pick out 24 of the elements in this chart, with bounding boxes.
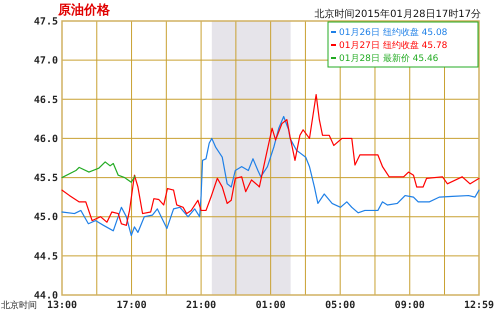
y-tick-label: 47.0 bbox=[34, 56, 58, 67]
y-tick-label: 44.5 bbox=[34, 251, 58, 262]
chart-title: 原油价格 bbox=[57, 3, 111, 18]
x-axis-title: 北京时间 bbox=[1, 300, 37, 311]
y-tick-label: 45.5 bbox=[34, 173, 58, 184]
x-tick-label: 01:00 bbox=[256, 300, 286, 311]
y-tick-label: 46.0 bbox=[34, 134, 58, 145]
x-tick-label: 17:00 bbox=[116, 300, 147, 311]
legend-label: 01月28日 最新价 45.46 bbox=[339, 53, 439, 64]
x-tick-label: 12:59 bbox=[464, 300, 494, 311]
y-tick-label: 46.5 bbox=[34, 94, 58, 106]
y-tick-label: 47.5 bbox=[34, 16, 58, 28]
x-tick-label: 09:00 bbox=[394, 300, 425, 311]
line-series bbox=[61, 116, 480, 236]
y-tick-label: 44.0 bbox=[34, 290, 58, 302]
x-tick-label: 05:00 bbox=[325, 300, 356, 311]
x-tick-label: 21:00 bbox=[186, 300, 216, 311]
line-series bbox=[61, 94, 480, 226]
y-tick-label: 45.0 bbox=[34, 212, 58, 224]
legend-label: 01月27日 纽约收盘 45.78 bbox=[339, 40, 448, 52]
x-tick-label: 13:00 bbox=[46, 300, 78, 311]
chart-subtitle: 北京时间2015年01月28日17时17分 bbox=[314, 8, 481, 20]
legend-label: 01月26日 纽约收盘 45.08 bbox=[339, 27, 448, 38]
line-series bbox=[61, 161, 136, 183]
